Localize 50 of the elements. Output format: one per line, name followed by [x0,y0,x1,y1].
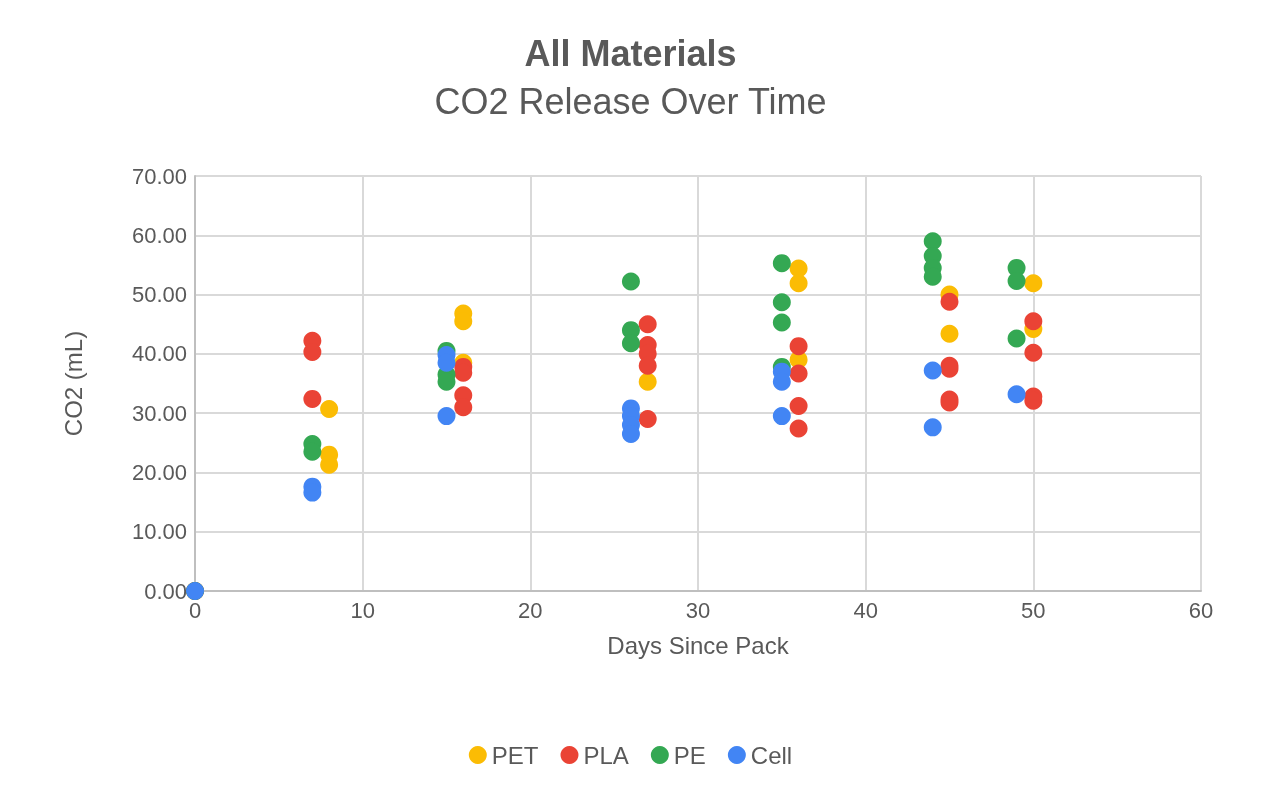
x-tick-label: 20 [518,597,543,623]
point [303,389,322,408]
point [772,293,791,312]
x-tick-label: 0 [188,597,202,623]
legend-label: PLA [583,741,629,769]
point [621,272,640,291]
point [1007,329,1026,348]
y-tick-label: 20.00 [131,459,187,485]
point [923,418,942,437]
legend-label: Cell [750,741,793,769]
point [621,334,640,353]
point [437,407,456,426]
point [923,232,942,251]
point [1024,343,1043,362]
x-tick-label: 30 [685,597,711,623]
y-tick-label: 60.00 [131,222,187,248]
point [320,400,339,418]
point [772,407,791,426]
chart-subtitle: CO2 Release Over Time [434,80,827,122]
x-axis-title: Days Since Pack [607,631,790,659]
point [789,364,808,383]
y-tick-label: 70.00 [131,163,187,189]
point [1007,385,1026,404]
point [1024,312,1043,331]
x-tick-label: 40 [853,597,878,623]
point [638,372,657,391]
y-tick-label: 50.00 [131,282,187,308]
y-tick-label: 10.00 [131,519,187,545]
point [789,274,808,293]
point [638,315,657,334]
point [789,337,808,356]
x-tick-label: 50 [1021,597,1046,623]
chart-title: All Materials [524,32,737,74]
point [1024,274,1043,293]
x-tick-label: 10 [350,597,375,623]
legend-label: PET [491,741,539,769]
y-tick-label: 30.00 [131,400,187,426]
point [923,361,942,380]
point [940,324,959,343]
point [789,419,808,438]
point [772,254,791,273]
y-axis-title: CO2 (mL) [59,330,87,437]
point [789,397,808,416]
legend-label: PE [673,741,706,769]
y-tick-label: 0.00 [144,578,187,604]
point [772,313,791,332]
y-tick-label: 40.00 [131,341,187,367]
x-tick-label: 60 [1188,597,1214,623]
point [940,292,959,311]
point [638,410,657,429]
